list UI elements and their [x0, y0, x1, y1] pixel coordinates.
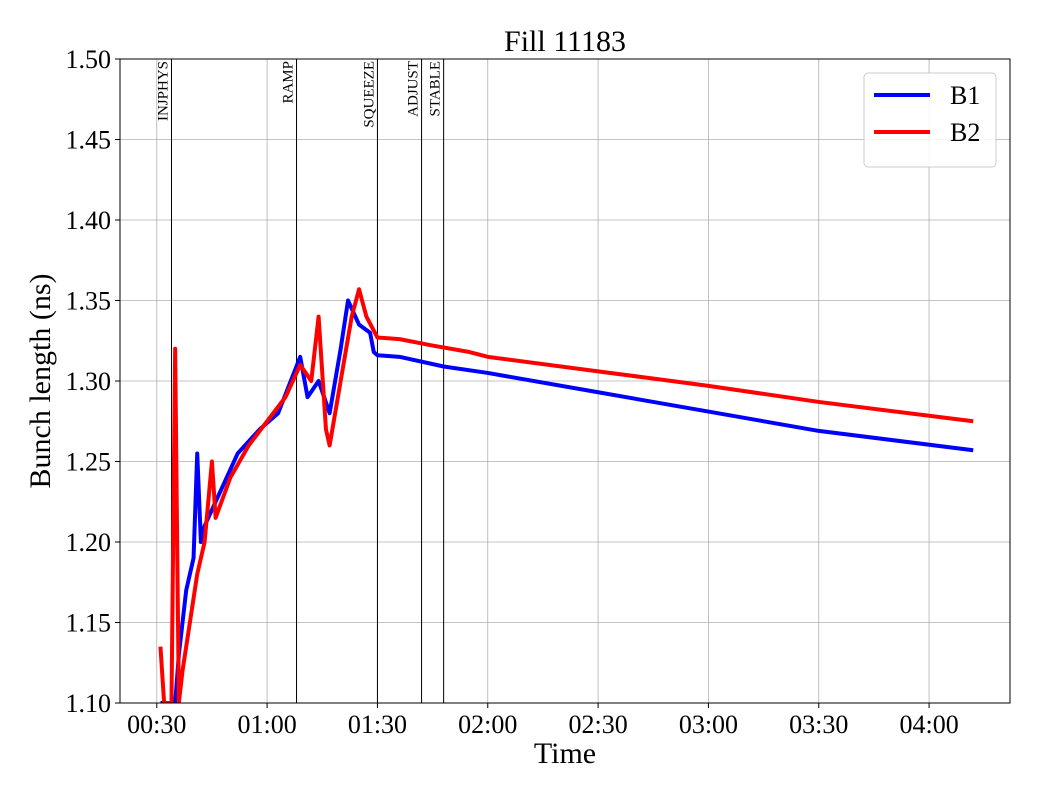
- y-tick-label: 1.15: [66, 609, 112, 638]
- x-tick-label: 03:30: [789, 710, 848, 739]
- x-tick-label: 01:30: [348, 710, 407, 739]
- y-axis-label: Bunch length (ns): [24, 274, 57, 489]
- phase-label: STABLE: [428, 61, 444, 116]
- phase-label: INJPHYS: [155, 61, 171, 121]
- phase-label: RAMP: [281, 61, 297, 104]
- y-tick-label: 1.45: [66, 126, 112, 155]
- x-tick-label: 04:00: [899, 710, 958, 739]
- series-line: [160, 298, 974, 703]
- y-tick-label: 1.10: [66, 689, 112, 718]
- y-tick-label: 1.30: [66, 367, 112, 396]
- y-tick-label: 1.35: [66, 287, 112, 316]
- y-tick-label: 1.20: [66, 528, 112, 557]
- legend-label: B2: [950, 118, 980, 147]
- y-tick-label: 1.25: [66, 448, 112, 477]
- phase-label: SQUEEZE: [361, 61, 377, 128]
- phase-label: ADJUST: [406, 61, 422, 117]
- x-tick-label: 01:00: [237, 710, 296, 739]
- plot-lines: [158, 287, 974, 703]
- y-tick-label: 1.40: [66, 206, 112, 235]
- y-tick-label: 1.50: [66, 45, 112, 74]
- x-tick-label: 02:00: [458, 710, 517, 739]
- series-line: [158, 287, 974, 703]
- axes: 1.10 1.15 1.20 1.25 1.30 1.35 1.40 1.45 1.50 00:3…: [66, 45, 959, 739]
- legend-label: B1: [950, 81, 980, 110]
- x-axis-label: Time: [534, 737, 596, 770]
- phases: INJPHYS RAMP SQUEEZE ADJUST STABLE: [155, 59, 445, 703]
- chart-title: Fill 11183: [504, 25, 626, 58]
- x-tick-label: 03:00: [679, 710, 738, 739]
- x-tick-label: 00:30: [127, 710, 186, 739]
- x-tick-label: 02:30: [568, 710, 627, 739]
